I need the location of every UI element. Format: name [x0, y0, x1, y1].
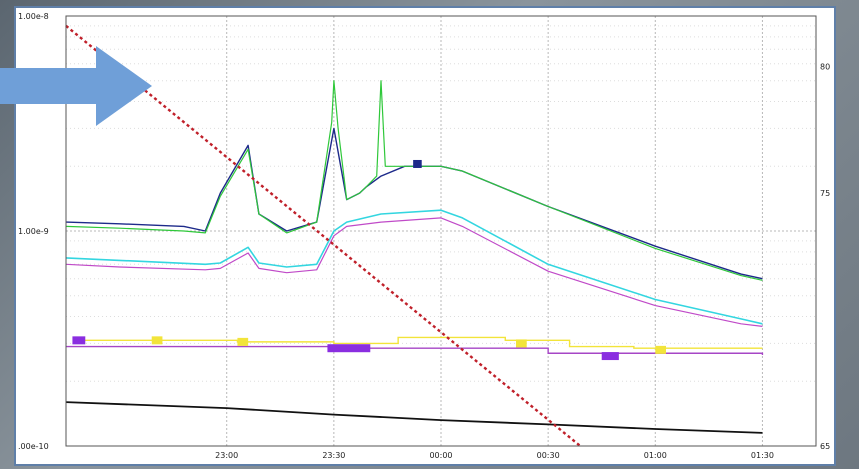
log-scale-chart: 1.00e-8 1.00e-9 .00e-10 80 75 65 23:00 23:30 00:… — [18, 12, 830, 460]
plot-border — [65, 15, 817, 447]
pointer-arrow-icon — [0, 46, 152, 126]
y-tick-label: 1.00e-9 — [18, 227, 49, 236]
marker-7 — [655, 345, 666, 354]
y2-tick-label: 80 — [820, 63, 830, 72]
data-series — [65, 80, 763, 434]
trend-line — [65, 24, 582, 447]
x-tick-label: 01:30 — [751, 451, 774, 460]
marker-0 — [413, 159, 422, 168]
y2-tick-label: 75 — [820, 189, 830, 198]
x-tick-label: 23:00 — [215, 451, 238, 460]
y2-tick-label: 65 — [820, 442, 830, 451]
y-tick-label: 1.00e-8 — [18, 12, 49, 21]
marker-6 — [516, 339, 527, 348]
marker-4 — [151, 336, 163, 345]
axes: 1.00e-8 1.00e-9 .00e-10 80 75 65 23:00 23:30 00:… — [18, 12, 830, 460]
marker-1 — [72, 336, 86, 345]
x-tick-label: 23:30 — [322, 451, 345, 460]
chart-frame: 1.00e-8 1.00e-9 .00e-10 80 75 65 23:00 23:30 00:… — [14, 6, 836, 466]
trend-line-dotted — [65, 24, 582, 447]
x-tick-label: 00:00 — [429, 451, 452, 460]
marker-2 — [327, 344, 371, 353]
series-line-2 — [65, 209, 763, 325]
x-tick-label: 01:00 — [644, 451, 667, 460]
series-line-3 — [65, 217, 763, 327]
marker-5 — [237, 337, 249, 346]
x-tick-label: 00:30 — [537, 451, 560, 460]
marker-3 — [601, 352, 619, 361]
series-line-1 — [65, 80, 763, 281]
series-line-4 — [65, 401, 763, 434]
markers — [72, 159, 666, 361]
y-tick-label: .00e-10 — [18, 442, 49, 451]
series-line-0 — [65, 127, 763, 280]
